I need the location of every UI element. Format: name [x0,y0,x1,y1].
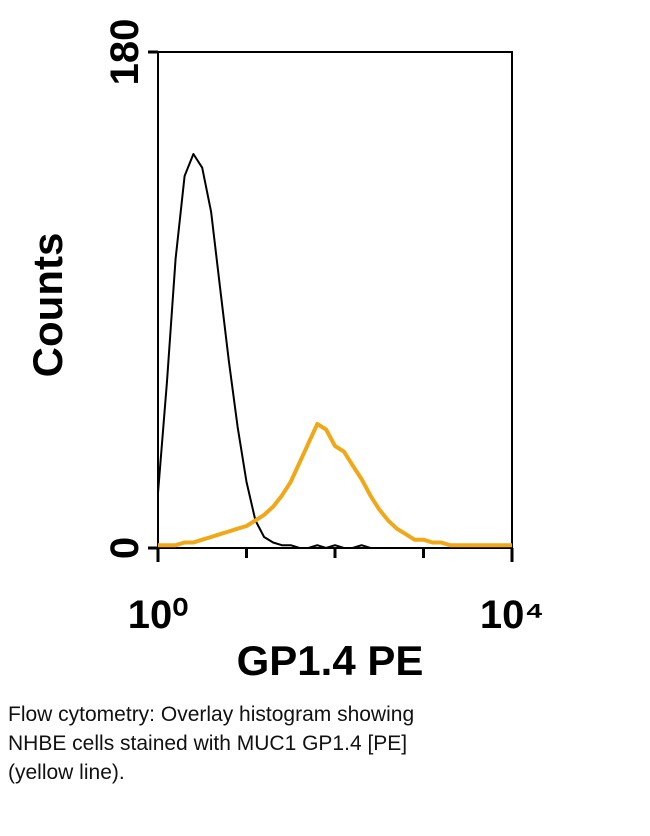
x-axis-label: GP1.4 PE [237,637,424,684]
histogram-line [157,153,512,549]
plot-frame [157,51,513,549]
x-tick-label: 10⁴ [480,593,544,637]
caption-line: (yellow line). [8,761,125,784]
caption: Flow cytometry: Overlay histogram showin… [8,700,414,787]
histogram-line [158,422,512,548]
caption-line: NHBE cells stained with MUC1 GP1.4 [PE] [8,732,408,755]
y-axis-label: Counts [24,233,71,378]
y-tick-label: 0 [103,537,147,559]
x-tick-label: 10⁰ [128,593,189,637]
y-tick-label: 180 [103,19,147,86]
caption-line: Flow cytometry: Overlay histogram showin… [8,703,415,726]
chart: Counts GP1.4 PE 0 180 10⁰ 10⁴ [24,19,544,684]
